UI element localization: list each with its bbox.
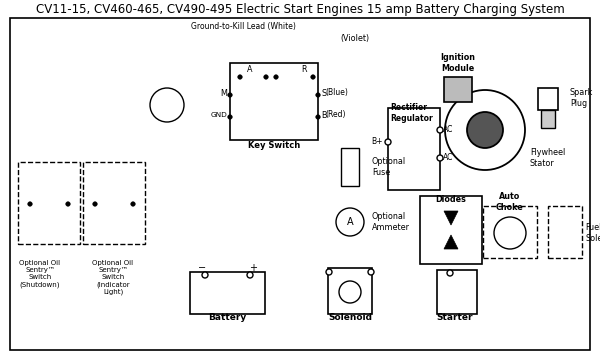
Circle shape xyxy=(447,270,453,276)
Bar xyxy=(328,268,372,314)
Polygon shape xyxy=(444,211,458,225)
Text: Optional Oil
Sentry™
Switch
(Indicator
Light): Optional Oil Sentry™ Switch (Indicator L… xyxy=(92,260,134,295)
Text: (Violet): (Violet) xyxy=(340,34,370,43)
Circle shape xyxy=(228,115,232,119)
Bar xyxy=(420,196,482,264)
Circle shape xyxy=(311,75,315,79)
Circle shape xyxy=(93,202,97,206)
Text: CV11-15, CV460-465, CV490-495 Electric Start Engines 15 amp Battery Charging Sys: CV11-15, CV460-465, CV490-495 Electric S… xyxy=(35,4,565,17)
Polygon shape xyxy=(444,235,458,249)
Text: Starter: Starter xyxy=(437,313,473,323)
Text: A: A xyxy=(247,66,253,75)
Text: Spark
Plug: Spark Plug xyxy=(570,88,593,108)
Circle shape xyxy=(445,90,525,170)
Circle shape xyxy=(66,202,70,206)
Bar xyxy=(388,108,440,190)
Circle shape xyxy=(339,281,361,303)
Circle shape xyxy=(467,112,503,148)
Circle shape xyxy=(264,75,268,79)
Text: S: S xyxy=(321,88,326,97)
Circle shape xyxy=(28,202,32,206)
Text: Ignition
Module: Ignition Module xyxy=(440,53,476,73)
Text: (Red): (Red) xyxy=(325,110,346,119)
Text: AC: AC xyxy=(443,126,454,135)
Circle shape xyxy=(316,93,320,97)
Text: Optional
Fuse: Optional Fuse xyxy=(372,157,406,177)
Bar xyxy=(190,272,265,314)
Text: (Blue): (Blue) xyxy=(325,88,348,97)
Bar xyxy=(18,162,80,244)
Text: Battery: Battery xyxy=(208,313,246,323)
Circle shape xyxy=(494,217,526,249)
Text: B+: B+ xyxy=(371,138,383,147)
Circle shape xyxy=(150,88,184,122)
Circle shape xyxy=(228,93,232,97)
Text: Fuel
Solenoid: Fuel Solenoid xyxy=(585,223,600,243)
Text: Rectifier
Regulator: Rectifier Regulator xyxy=(390,103,433,123)
Text: M: M xyxy=(220,88,227,97)
Circle shape xyxy=(238,75,242,79)
Circle shape xyxy=(437,155,443,161)
Text: +: + xyxy=(249,263,257,273)
Text: Auto
Choke: Auto Choke xyxy=(496,192,524,212)
Text: Key Switch: Key Switch xyxy=(248,140,300,150)
Text: A: A xyxy=(347,217,353,227)
Bar xyxy=(538,88,558,110)
Text: Ground-to-Kill Lead (White): Ground-to-Kill Lead (White) xyxy=(191,22,295,31)
Text: Flywheel
Stator: Flywheel Stator xyxy=(530,148,565,168)
Bar xyxy=(230,63,318,140)
Circle shape xyxy=(316,115,320,119)
Text: B: B xyxy=(321,110,326,119)
Bar xyxy=(437,270,477,314)
Text: GND: GND xyxy=(210,112,227,118)
Bar xyxy=(541,110,555,128)
Bar xyxy=(548,206,582,258)
Text: Optional Oil
Sentry™
Switch
(Shutdown): Optional Oil Sentry™ Switch (Shutdown) xyxy=(19,260,61,287)
Circle shape xyxy=(131,202,135,206)
Text: R: R xyxy=(301,66,307,75)
Text: −: − xyxy=(198,263,206,273)
Bar xyxy=(483,206,537,258)
Circle shape xyxy=(202,272,208,278)
Bar xyxy=(341,148,359,186)
Circle shape xyxy=(274,75,278,79)
Bar xyxy=(444,77,472,102)
Circle shape xyxy=(326,269,332,275)
Text: Diodes: Diodes xyxy=(436,195,466,205)
Text: Solenoid: Solenoid xyxy=(328,313,372,323)
Circle shape xyxy=(336,208,364,236)
Text: AC: AC xyxy=(443,153,454,163)
Circle shape xyxy=(385,139,391,145)
Circle shape xyxy=(247,272,253,278)
Text: Optional
Ammeter: Optional Ammeter xyxy=(372,212,410,232)
Bar xyxy=(83,162,145,244)
Circle shape xyxy=(437,127,443,133)
Circle shape xyxy=(368,269,374,275)
